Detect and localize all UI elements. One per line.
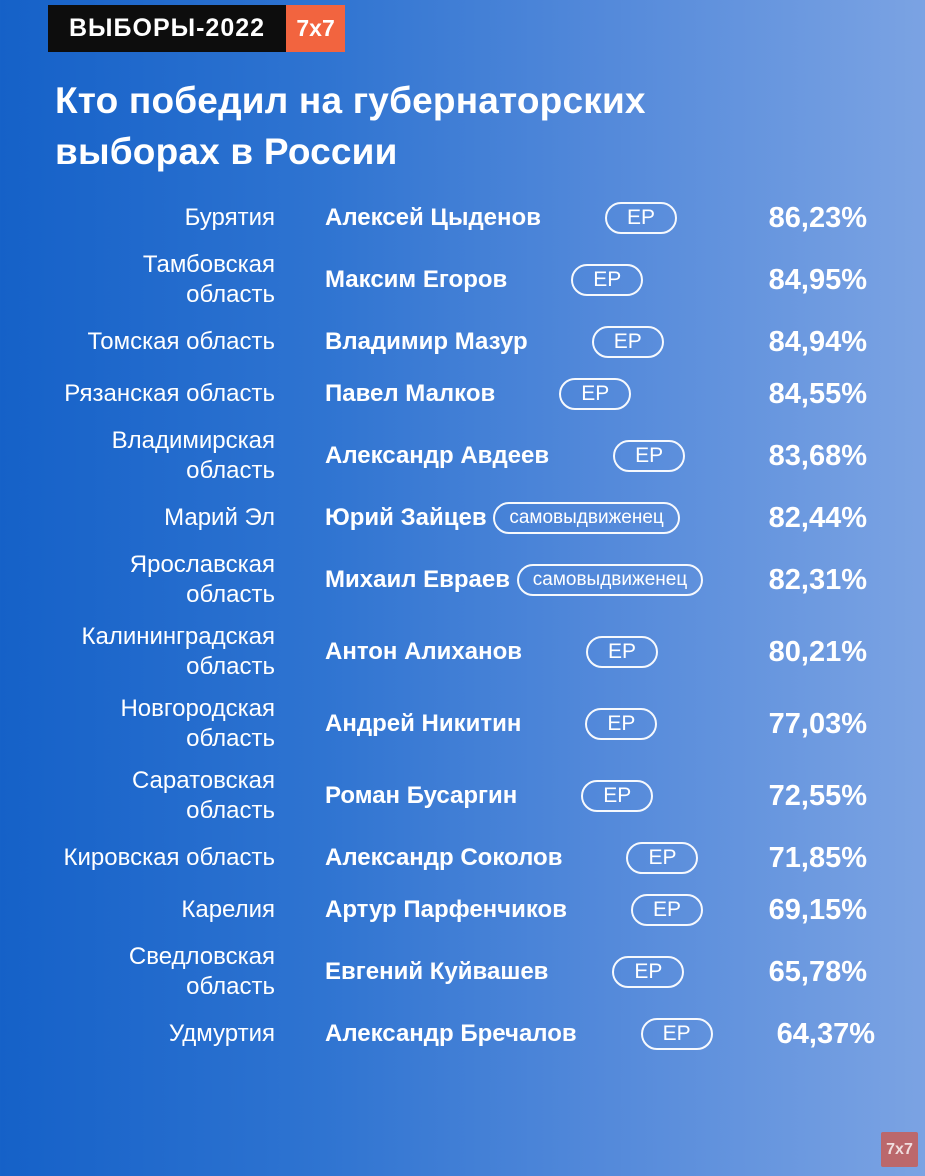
- party-badge: ЕР: [591, 326, 664, 359]
- result-row: Удмуртия Александр Бречалов ЕР 64,37%: [55, 1008, 875, 1060]
- percent-value: 71,85%: [768, 841, 867, 874]
- party-badge: ЕР: [604, 202, 677, 235]
- result-row: Калининградская область Антон Алиханов Е…: [55, 616, 867, 688]
- region-label: Бурятия: [184, 204, 275, 232]
- header-tagbar: ВЫБОРЫ-2022 7x7: [48, 5, 346, 52]
- percent-value: 86,23%: [768, 201, 867, 234]
- party-badge-column: ЕР: [495, 378, 695, 411]
- party-badge-column: ЕР: [517, 780, 717, 813]
- region-label: Марий Эл: [164, 504, 275, 532]
- party-badge: ЕР: [571, 264, 644, 297]
- party-badge-column: ЕР: [567, 894, 767, 927]
- region-label: Саратовская область: [131, 767, 275, 825]
- region-label: Новгородская область: [120, 695, 275, 753]
- party-badge-column: ЕР: [549, 440, 749, 473]
- percent-value: 84,94%: [768, 325, 867, 358]
- party-badge: самовыдвиженец: [516, 564, 704, 597]
- party-badge: ЕР: [612, 956, 685, 989]
- result-row: Марий Эл Юрий Зайцев самовыдвиженец 82,4…: [55, 492, 867, 544]
- percent-value: 64,37%: [776, 1017, 875, 1050]
- winner-name: Михаил Евраев: [325, 566, 510, 594]
- region-label: Ярославская область: [129, 551, 275, 609]
- winner-name: Владимир Мазур: [325, 328, 528, 356]
- party-badge: ЕР: [581, 780, 654, 813]
- winner-name: Александр Авдеев: [325, 442, 550, 470]
- party-badge-column: ЕР: [562, 842, 762, 875]
- party-badge: самовыдвиженец: [493, 502, 680, 535]
- winner-name: Антон Алиханов: [325, 638, 523, 666]
- result-row: Рязанская область Павел Малков ЕР 84,55%: [55, 368, 867, 420]
- page-title: Кто победил на губернаторских выборах в …: [55, 80, 646, 173]
- region-label: Карелия: [181, 896, 275, 924]
- percent-value: 84,95%: [768, 263, 867, 296]
- party-badge-column: ЕР: [528, 326, 728, 359]
- party-badge: ЕР: [630, 894, 703, 927]
- winner-name: Александр Бречалов: [325, 1020, 577, 1048]
- winner-name: Максим Егоров: [325, 266, 508, 294]
- party-badge: ЕР: [585, 708, 658, 741]
- percent-value: 84,55%: [768, 377, 867, 410]
- party-badge-column: ЕР: [521, 708, 721, 741]
- percent-value: 72,55%: [768, 779, 867, 812]
- party-badge-column: самовыдвиженец: [487, 502, 687, 535]
- result-row: Тамбовская область Максим Егоров ЕР 84,9…: [55, 244, 867, 316]
- region-label: Удмуртия: [168, 1020, 275, 1048]
- winner-name: Юрий Зайцев: [325, 504, 487, 532]
- percent-value: 82,31%: [768, 563, 867, 596]
- result-row: Новгородская область Андрей Никитин ЕР 7…: [55, 688, 867, 760]
- result-row: Карелия Артур Парфенчиков ЕР 69,15%: [55, 884, 867, 936]
- winner-name: Андрей Никитин: [325, 710, 522, 738]
- brand-logo: 7x7: [286, 5, 346, 52]
- party-badge: ЕР: [640, 1018, 713, 1051]
- percent-value: 82,44%: [768, 501, 867, 534]
- percent-value: 77,03%: [768, 707, 867, 740]
- winner-name: Роман Бусаргин: [325, 782, 518, 810]
- result-row: Саратовская область Роман Бусаргин ЕР 72…: [55, 760, 867, 832]
- results-list: Бурятия Алексей Цыденов ЕР 86,23% Тамбов…: [55, 192, 875, 1060]
- party-badge: ЕР: [613, 440, 686, 473]
- winner-name: Александр Соколов: [325, 844, 563, 872]
- party-badge-column: самовыдвиженец: [510, 564, 710, 597]
- percent-value: 65,78%: [768, 955, 867, 988]
- party-badge-column: ЕР: [507, 264, 707, 297]
- percent-value: 83,68%: [768, 439, 867, 472]
- winner-name: Павел Малков: [325, 380, 496, 408]
- party-badge-column: ЕР: [541, 202, 741, 235]
- percent-value: 80,21%: [768, 635, 867, 668]
- result-row: Ярославская область Михаил Евраев самовы…: [55, 544, 867, 616]
- percent-value: 69,15%: [768, 893, 867, 926]
- region-label: Кировская область: [63, 844, 275, 872]
- winner-name: Евгений Куйвашев: [325, 958, 549, 986]
- region-label: Владимирская область: [111, 427, 275, 485]
- brand-watermark: 7x7: [881, 1132, 918, 1167]
- result-row: Сведловская область Евгений Куйвашев ЕР …: [55, 936, 867, 1008]
- party-badge-column: ЕР: [577, 1018, 777, 1051]
- party-badge-column: ЕР: [522, 636, 722, 669]
- winner-name: Артур Парфенчиков: [325, 896, 567, 924]
- winner-name: Алексей Цыденов: [325, 204, 541, 232]
- region-label: Тамбовская область: [142, 251, 275, 309]
- region-label: Томская область: [87, 328, 275, 356]
- elections-tag: ВЫБОРЫ-2022: [48, 5, 287, 52]
- party-badge: ЕР: [559, 378, 632, 411]
- party-badge: ЕР: [586, 636, 659, 669]
- result-row: Кировская область Александр Соколов ЕР 7…: [55, 832, 867, 884]
- region-label: Сведловская область: [128, 943, 275, 1001]
- result-row: Владимирская область Александр Авдеев ЕР…: [55, 420, 867, 492]
- result-row: Томская область Владимир Мазур ЕР 84,94%: [55, 316, 867, 368]
- party-badge-column: ЕР: [548, 956, 748, 989]
- result-row: Бурятия Алексей Цыденов ЕР 86,23%: [55, 192, 867, 244]
- region-label: Калининградская область: [81, 623, 275, 681]
- region-label: Рязанская область: [64, 380, 275, 408]
- party-badge: ЕР: [626, 842, 699, 875]
